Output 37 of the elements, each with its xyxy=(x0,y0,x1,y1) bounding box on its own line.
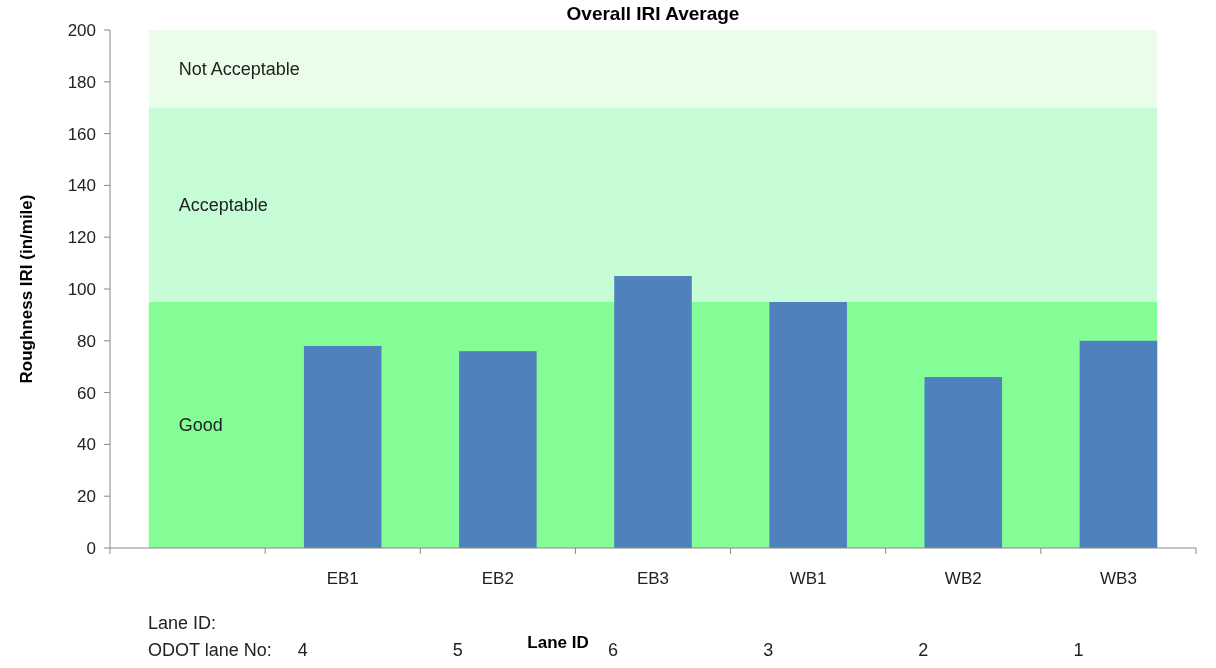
text: 4 xyxy=(297,640,308,660)
x-tick-label: EB1 xyxy=(326,569,359,588)
band-label: Good xyxy=(178,414,223,435)
text: 1 xyxy=(1073,640,1084,660)
y-tick-label: 0 xyxy=(86,539,96,558)
band-label: Acceptable xyxy=(178,194,268,215)
text: 3 xyxy=(763,640,774,660)
x-tick-label: EB2 xyxy=(481,569,514,588)
x-tick-label: WB2 xyxy=(944,569,982,588)
bar xyxy=(769,301,847,548)
band-label: Not Acceptable xyxy=(178,58,300,79)
x-tick-label: WB3 xyxy=(1100,569,1137,588)
y-tick-label: 20 xyxy=(77,487,96,507)
y-tick-label: 80 xyxy=(77,331,96,351)
text: Lane ID: xyxy=(148,613,217,633)
y-tick-label: 180 xyxy=(67,72,96,92)
text: ODOT lane No: xyxy=(148,640,272,660)
y-tick-label: 40 xyxy=(77,435,96,455)
bar xyxy=(1079,340,1158,548)
y-axis-title: Roughness IRI (in/mile) xyxy=(17,194,36,384)
x-tick-label: EB3 xyxy=(636,569,670,588)
y-tick-label: 100 xyxy=(67,280,96,299)
chart-title: Overall IRI Average xyxy=(566,3,740,24)
bar xyxy=(459,351,537,548)
bar xyxy=(303,345,382,548)
text: 6 xyxy=(607,640,619,660)
y-tick-label: 200 xyxy=(67,21,96,40)
y-tick-label: 120 xyxy=(67,228,96,248)
x-tick-label: WB1 xyxy=(789,569,827,588)
y-tick-label: 60 xyxy=(77,383,96,403)
x-axis-title: Lane ID xyxy=(527,633,589,652)
bar xyxy=(614,276,692,548)
text: 5 xyxy=(452,640,463,660)
text: 2 xyxy=(918,640,929,660)
y-tick-label: 160 xyxy=(67,124,96,144)
y-tick-label: 140 xyxy=(67,176,96,196)
bar xyxy=(924,377,1003,548)
